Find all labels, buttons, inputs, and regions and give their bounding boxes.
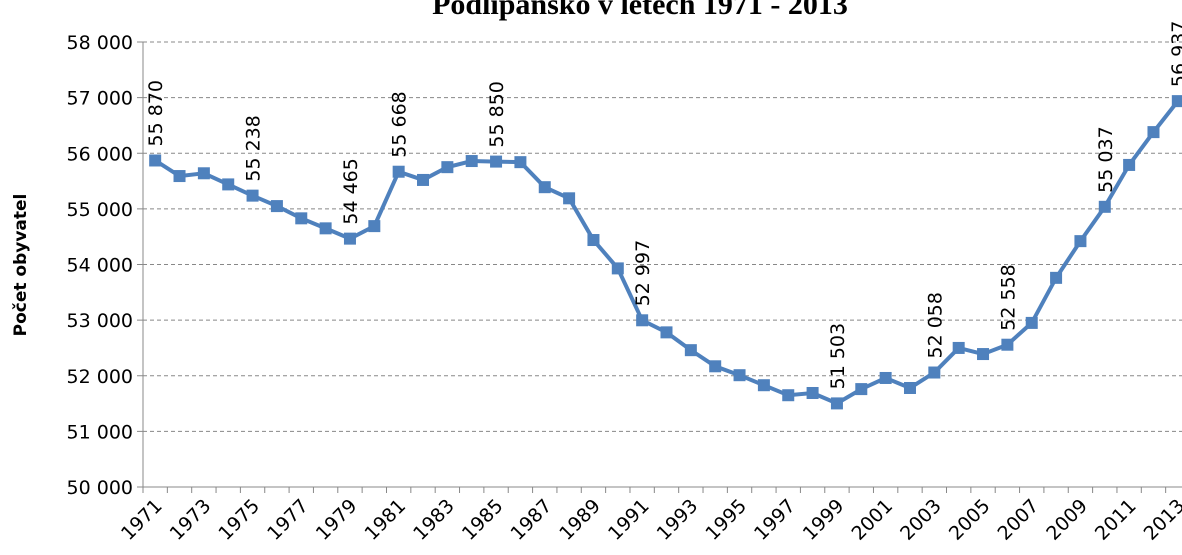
- marker: [246, 189, 259, 202]
- marker: [1025, 316, 1038, 329]
- marker: [222, 178, 235, 191]
- marker: [392, 165, 405, 178]
- y-tick-label: 50 000: [67, 477, 133, 499]
- marker: [928, 366, 941, 379]
- marker: [733, 369, 746, 382]
- marker: [1098, 200, 1111, 213]
- marker: [197, 167, 210, 180]
- x-tick-label: 1975: [214, 495, 264, 545]
- x-tick-label: 2009: [1042, 495, 1092, 545]
- x-tick-label: 1995: [701, 495, 751, 545]
- y-axis-title: Počet obyvatel: [11, 194, 31, 337]
- marker: [538, 181, 551, 194]
- marker: [1050, 271, 1063, 284]
- x-tick-label: 1979: [312, 495, 362, 545]
- marker: [270, 200, 283, 213]
- y-tick-label: 55 000: [67, 199, 133, 221]
- marker: [952, 341, 965, 354]
- x-tick-label: 1989: [555, 495, 605, 545]
- data-label: 51 503: [827, 323, 849, 389]
- line: [154, 99, 1180, 406]
- data-label: 52 558: [997, 264, 1019, 330]
- marker: [636, 314, 649, 327]
- marker: [709, 360, 722, 373]
- marker: [295, 212, 308, 225]
- marker: [514, 156, 527, 169]
- chart-title: Podlipansko v letech 1971 - 2013: [432, 0, 848, 21]
- marker: [490, 155, 503, 168]
- y-tick-label: 52 000: [67, 366, 133, 388]
- x-tick-label: 1999: [799, 495, 849, 545]
- marker: [319, 222, 332, 235]
- x-tick-label: 1973: [166, 495, 216, 545]
- marker: [149, 154, 162, 167]
- marker: [879, 371, 892, 384]
- marker: [660, 326, 673, 339]
- marker: [757, 379, 770, 392]
- data-label: 55 037: [1095, 126, 1117, 192]
- x-tick-label: 1991: [604, 495, 654, 545]
- x-tick-label: 2005: [945, 495, 995, 545]
- x-tick-label: 1983: [409, 495, 459, 545]
- marker: [441, 161, 454, 174]
- x-tick-label: 1985: [458, 495, 508, 545]
- marker: [368, 220, 381, 233]
- x-tick-label: 1993: [653, 495, 703, 545]
- data-label: 55 668: [389, 91, 411, 157]
- marker: [343, 232, 356, 245]
- marker: [1074, 235, 1087, 248]
- marker: [855, 383, 868, 396]
- x-tick-label: 1997: [750, 495, 800, 545]
- marker: [1147, 126, 1160, 139]
- data-label: 52 058: [924, 292, 946, 358]
- marker: [1123, 158, 1136, 171]
- marker: [465, 155, 478, 168]
- x-tick-label: 1987: [507, 495, 557, 545]
- marker: [684, 344, 697, 357]
- y-tick-label: 56 000: [67, 143, 133, 165]
- x-tick-label: 2013: [1140, 495, 1182, 545]
- y-tick-label: 57 000: [67, 88, 133, 110]
- data-label: 55 870: [145, 80, 167, 146]
- marker: [611, 262, 624, 275]
- marker: [830, 397, 843, 410]
- x-tick-label: 2001: [847, 495, 897, 545]
- marker: [563, 192, 576, 205]
- marker: [782, 389, 795, 402]
- x-tick-label: 2003: [896, 495, 946, 545]
- data-label: 52 997: [632, 240, 654, 306]
- marker: [173, 170, 186, 183]
- marker: [903, 381, 916, 394]
- marker: [417, 173, 430, 186]
- x-tick-label: 2007: [994, 495, 1044, 545]
- marker: [1171, 95, 1182, 108]
- data-label: 55 238: [243, 115, 265, 181]
- x-tick-label: 2011: [1091, 495, 1141, 545]
- y-tick-label: 53 000: [67, 310, 133, 332]
- data-label: 55 850: [486, 81, 508, 147]
- marker: [1001, 338, 1014, 351]
- data-label: 54 465: [340, 158, 362, 224]
- y-tick-label: 54 000: [67, 255, 133, 277]
- x-tick-label: 1977: [263, 495, 313, 545]
- x-tick-label: 1981: [360, 495, 410, 545]
- y-tick-label: 58 000: [67, 32, 133, 54]
- y-tick-label: 51 000: [67, 421, 133, 443]
- x-tick-label: 1971: [117, 495, 167, 545]
- marker: [587, 234, 600, 247]
- marker: [977, 348, 990, 361]
- marker: [806, 386, 819, 399]
- data-label: 56 937: [1168, 21, 1182, 87]
